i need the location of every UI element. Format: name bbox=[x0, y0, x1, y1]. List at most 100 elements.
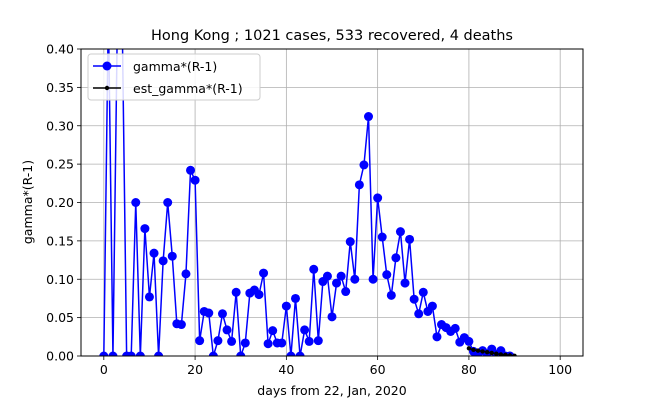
data-point bbox=[377, 232, 387, 242]
data-point bbox=[382, 270, 392, 280]
data-point bbox=[432, 332, 442, 342]
x-tick-label: 40 bbox=[278, 362, 294, 377]
data-point bbox=[350, 274, 360, 284]
data-point bbox=[277, 338, 287, 348]
y-tick-label: 0.05 bbox=[46, 310, 74, 325]
data-point bbox=[341, 287, 351, 297]
data-point bbox=[240, 338, 250, 348]
data-point bbox=[217, 309, 227, 319]
data-point bbox=[466, 346, 472, 351]
data-point bbox=[373, 193, 383, 203]
y-axis-label: gamma*(R-1) bbox=[20, 160, 35, 244]
data-point bbox=[208, 351, 218, 356]
data-point bbox=[186, 165, 196, 175]
data-point bbox=[494, 351, 499, 356]
data-point bbox=[204, 308, 214, 318]
data-point bbox=[140, 224, 150, 234]
legend: gamma*(R-1) est_gamma*(R-1) bbox=[87, 53, 261, 101]
data-point bbox=[259, 268, 269, 278]
data-point bbox=[414, 309, 424, 319]
data-point bbox=[332, 278, 342, 288]
data-point bbox=[405, 234, 415, 244]
data-point bbox=[144, 292, 154, 302]
data-point bbox=[99, 351, 109, 356]
data-point bbox=[322, 271, 332, 281]
data-point bbox=[304, 336, 314, 346]
data-point bbox=[158, 256, 168, 266]
data-point bbox=[181, 269, 191, 279]
data-point bbox=[512, 353, 517, 356]
data-point bbox=[149, 248, 159, 258]
x-tick-label: 20 bbox=[187, 362, 203, 377]
data-point bbox=[222, 325, 232, 335]
data-point bbox=[418, 287, 428, 297]
data-point bbox=[231, 287, 241, 297]
data-point bbox=[336, 271, 346, 281]
data-point bbox=[345, 237, 355, 247]
data-point bbox=[227, 336, 237, 346]
legend-label-est-gamma: est_gamma*(R-1) bbox=[133, 81, 243, 96]
series-layer bbox=[99, 49, 517, 356]
data-point bbox=[475, 348, 481, 353]
x-axis: 0 20 40 60 80 100 bbox=[100, 356, 572, 377]
data-point bbox=[108, 351, 118, 356]
data-point bbox=[163, 198, 173, 207]
series-0 bbox=[99, 49, 515, 356]
x-tick-label: 60 bbox=[370, 362, 386, 377]
legend-marker-gamma bbox=[102, 61, 112, 71]
x-tick-label: 0 bbox=[100, 362, 108, 377]
data-point bbox=[131, 198, 141, 207]
data-point bbox=[195, 336, 205, 346]
data-point bbox=[167, 251, 177, 261]
chart-title: Hong Kong ; 1021 cases, 533 recovered, 4… bbox=[151, 28, 513, 44]
data-point bbox=[464, 336, 474, 346]
data-point bbox=[295, 351, 305, 356]
data-point bbox=[368, 274, 378, 284]
data-point bbox=[450, 323, 460, 333]
data-point bbox=[176, 320, 186, 330]
y-tick-label: 0.10 bbox=[46, 272, 74, 287]
data-point bbox=[254, 290, 264, 300]
data-point bbox=[391, 253, 401, 263]
data-point bbox=[503, 352, 508, 356]
data-point bbox=[480, 349, 485, 354]
data-point bbox=[135, 351, 145, 356]
data-point bbox=[359, 160, 369, 170]
data-point bbox=[364, 112, 374, 122]
data-point bbox=[327, 312, 337, 322]
data-point bbox=[190, 175, 200, 185]
legend-box bbox=[87, 53, 261, 101]
data-point bbox=[409, 294, 419, 304]
data-point bbox=[154, 351, 164, 356]
y-tick-label: 0.20 bbox=[46, 195, 74, 210]
y-axis: 0.00 0.05 0.10 0.15 0.20 0.25 0.30 0.35 0.40 bbox=[46, 42, 81, 364]
data-point bbox=[268, 326, 278, 336]
y-tick-label: 0.00 bbox=[46, 349, 74, 364]
y-tick-label: 0.15 bbox=[46, 233, 74, 248]
data-point bbox=[263, 339, 273, 349]
y-tick-label: 0.40 bbox=[46, 42, 74, 57]
x-tick-label: 80 bbox=[461, 362, 477, 377]
x-axis-label: days from 22, Jan, 2020 bbox=[257, 383, 406, 398]
legend-marker-est-gamma bbox=[104, 85, 110, 91]
y-tick-label: 0.25 bbox=[46, 157, 74, 172]
data-point bbox=[126, 351, 136, 356]
data-point bbox=[395, 227, 405, 237]
y-tick-label: 0.35 bbox=[46, 80, 74, 95]
legend-label-gamma: gamma*(R-1) bbox=[133, 59, 217, 74]
data-point bbox=[484, 349, 490, 355]
data-point bbox=[309, 264, 319, 274]
data-point bbox=[400, 278, 410, 288]
data-point bbox=[290, 293, 300, 303]
series-1 bbox=[466, 346, 517, 356]
data-point bbox=[427, 301, 437, 311]
data-point bbox=[498, 352, 504, 356]
data-point bbox=[471, 347, 476, 353]
data-point bbox=[300, 325, 310, 335]
data-point bbox=[286, 351, 296, 356]
data-point bbox=[313, 336, 323, 346]
data-point bbox=[354, 180, 364, 190]
y-tick-label: 0.30 bbox=[46, 118, 74, 133]
data-point bbox=[236, 351, 246, 356]
